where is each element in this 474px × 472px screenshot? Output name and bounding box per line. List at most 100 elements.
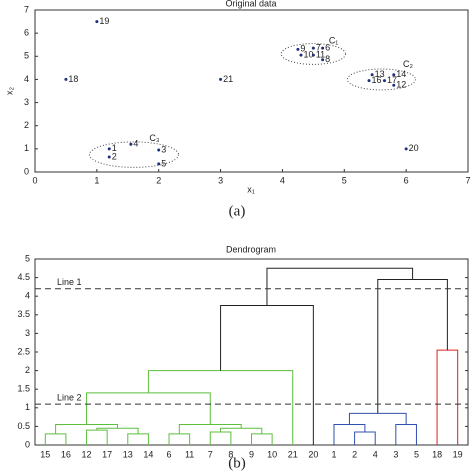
point-label: 18 [68, 74, 78, 84]
leaf-label: 2 [352, 449, 357, 459]
leaf-label: 21 [288, 449, 298, 459]
caption: (a) [229, 203, 246, 219]
point-label: 6 [325, 43, 330, 53]
leaf-label: 13 [123, 449, 133, 459]
dendrogram-link [127, 433, 149, 445]
dendrogram-link [220, 427, 263, 434]
point-label: 11 [316, 50, 325, 60]
leaf-label: 7 [208, 449, 213, 459]
point-label: 5 [161, 158, 166, 168]
point [370, 73, 374, 77]
cluster-label: C₃ [149, 133, 159, 143]
dendrogram-link [333, 424, 366, 445]
dendrogram-link [251, 433, 273, 445]
point-label: 10 [303, 50, 313, 60]
point [299, 53, 303, 57]
leaf-label: 6 [167, 449, 172, 459]
leaf-label: 12 [82, 449, 92, 459]
point-label: 7 [316, 43, 321, 53]
reference-label: Line 2 [57, 392, 82, 402]
cluster-ellipse [280, 43, 347, 65]
plot-frame [34, 258, 469, 446]
dendrogram-link [168, 433, 191, 445]
dendrogram-link [348, 412, 407, 425]
y-tick-label: 7 [24, 4, 29, 14]
leaf-label: 14 [143, 449, 153, 459]
x-tick-label: 0 [32, 175, 37, 185]
dendrogram-link [96, 427, 139, 434]
leaf-label: 5 [414, 449, 419, 459]
x-tick-label: 1 [94, 175, 99, 185]
point-label: 20 [409, 143, 419, 153]
leaf-label: 15 [40, 449, 50, 459]
y-tick-label: 2.5 [17, 346, 30, 356]
x-tick-label: 2 [156, 175, 161, 185]
leaf-label: 1 [331, 449, 336, 459]
dendrogram-link [266, 267, 414, 306]
leaf-label: 20 [308, 449, 318, 459]
point [64, 77, 68, 81]
leaf-label: 9 [249, 449, 254, 459]
point [321, 58, 325, 62]
x-tick-label: 4 [280, 175, 285, 185]
leaf-label: 19 [453, 449, 463, 459]
point [157, 148, 161, 152]
x-axis-label: x₁ [247, 184, 255, 194]
point-label: 2 [112, 151, 117, 161]
point-label: 8 [325, 54, 330, 64]
point [382, 79, 386, 83]
point-label: 4 [133, 139, 138, 149]
plot-frame [34, 9, 469, 173]
point-label: 1 [112, 143, 117, 153]
y-tick-label: 3.5 [17, 309, 30, 319]
x-tick-label: 6 [404, 175, 409, 185]
point [404, 147, 408, 151]
leaf-label: 8 [228, 449, 233, 459]
y-tick-label: 2 [25, 365, 30, 375]
point [157, 162, 161, 166]
y-tick-label: 4 [25, 291, 30, 301]
y-tick-label: 0 [24, 166, 29, 176]
point [219, 77, 223, 81]
y-tick-label: 1.5 [17, 384, 30, 394]
point [107, 147, 111, 151]
point [107, 155, 111, 159]
y-tick-label: 1 [24, 143, 29, 153]
point [311, 46, 315, 50]
y-tick-label: 0 [25, 439, 30, 449]
y-tick-label: 4 [24, 74, 29, 84]
leaf-label: 4 [373, 449, 378, 459]
caption: (b) [228, 455, 246, 471]
leaf-label: 11 [185, 449, 194, 459]
point-label: 13 [375, 69, 385, 79]
x-tick-label: 5 [342, 175, 347, 185]
leaf-label: 10 [267, 449, 277, 459]
y-tick-label: 6 [24, 28, 29, 38]
dendrogram-link [209, 431, 232, 445]
cluster-ellipse [88, 141, 180, 168]
dendrogram-link [395, 424, 417, 445]
chart-title: Dendrogram [226, 244, 276, 254]
y-axis-label: x₂ [4, 87, 14, 96]
point [367, 79, 371, 83]
cluster-label: C₂ [403, 59, 413, 69]
x-tick-label: 7 [465, 175, 470, 185]
y-tick-label: 5 [25, 253, 30, 263]
cluster-ellipse [346, 68, 416, 91]
point-label: 17 [387, 75, 397, 85]
leaf-label: 18 [432, 449, 442, 459]
point-label: 19 [99, 16, 109, 26]
point [95, 20, 99, 24]
point-label: 3 [161, 144, 166, 154]
cluster-label: C₁ [329, 36, 339, 46]
y-tick-label: 2 [24, 120, 29, 130]
y-tick-label: 4.5 [17, 272, 30, 282]
leaf-label: 17 [102, 449, 112, 459]
dendrogram-link [354, 431, 376, 445]
point-label: 14 [396, 69, 406, 79]
leaf-label: 16 [61, 449, 71, 459]
point-label: 21 [223, 74, 233, 84]
x-tick-label: 3 [218, 175, 223, 185]
